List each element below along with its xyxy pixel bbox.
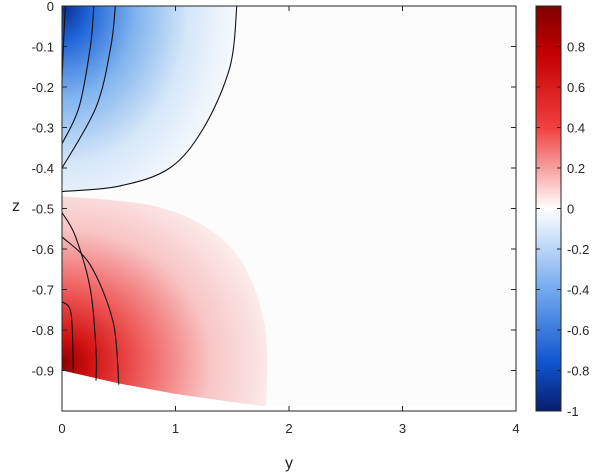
contour-line-negative [62, 6, 66, 79]
y-tick-label: 0 [47, 0, 54, 14]
y-tick-label: -0.4 [32, 161, 54, 176]
contour-line-negative [62, 6, 95, 144]
colorbar-tick-label: -0.8 [567, 364, 589, 379]
x-tick-label: 4 [512, 421, 519, 436]
y-tick-label: -0.1 [32, 40, 54, 55]
positive-field-region [62, 196, 268, 407]
contour-line-negative [62, 6, 116, 169]
x-tick-label: 2 [285, 421, 292, 436]
colorbar-tick-label: -0.2 [567, 242, 589, 257]
colorbar-gradient [535, 5, 562, 412]
x-axis: 0 1 2 3 4 [58, 6, 520, 436]
y-tick-label: -0.9 [32, 364, 54, 379]
y-axis: 0 -0.1 -0.2 -0.3 -0.4 -0.5 -0.6 -0.7 -0.8 -0.9 [32, 0, 516, 379]
colorbar-tick-label: 0.2 [567, 161, 585, 176]
colorbar-tick-label: -1 [567, 404, 579, 419]
x-tick-label: 3 [399, 421, 406, 436]
y-axis-label: z [12, 198, 20, 215]
y-tick-label: -0.6 [32, 242, 54, 257]
contour-line-negative [62, 6, 238, 193]
colorbar-tick-label: -0.4 [567, 283, 589, 298]
colorbar-tick-label: 0.4 [567, 121, 585, 136]
plot-area: 0 1 2 3 4 0 -0.1 -0.2 -0.3 -0.4 -0.5 -0.6 -0.7 -0.8 -… [12, 0, 520, 472]
y-tick-label: -0.8 [32, 323, 54, 338]
colorbar: 0.8 0.6 0.4 0.2 0 -0.2 -0.4 -0.6 -0.8 -1 [535, 5, 589, 419]
colorbar-tick-label: -0.6 [567, 323, 589, 338]
contour-line-positive [62, 212, 97, 381]
y-tick-label: -0.5 [32, 202, 54, 217]
y-tick-label: -0.3 [32, 121, 54, 136]
colorbar-tick-label: 0.8 [567, 40, 585, 55]
contour-line-positive [62, 236, 120, 385]
colorbar-tick-label: 0.6 [567, 80, 585, 95]
colorbar-tick-label: 0 [567, 202, 574, 217]
negative-field-region [62, 6, 237, 192]
colorbar-ticks: 0.8 0.6 0.4 0.2 0 -0.2 -0.4 -0.6 -0.8 -1 [536, 40, 589, 419]
x-axis-label: y [285, 455, 293, 472]
x-tick-label: 0 [58, 421, 65, 436]
y-tick-label: -0.2 [32, 80, 54, 95]
x-tick-label: 1 [172, 421, 179, 436]
contour-line-positive [62, 301, 74, 373]
y-tick-label: -0.7 [32, 283, 54, 298]
contour-lines [62, 6, 238, 385]
outside-domain-mask [62, 370, 516, 411]
